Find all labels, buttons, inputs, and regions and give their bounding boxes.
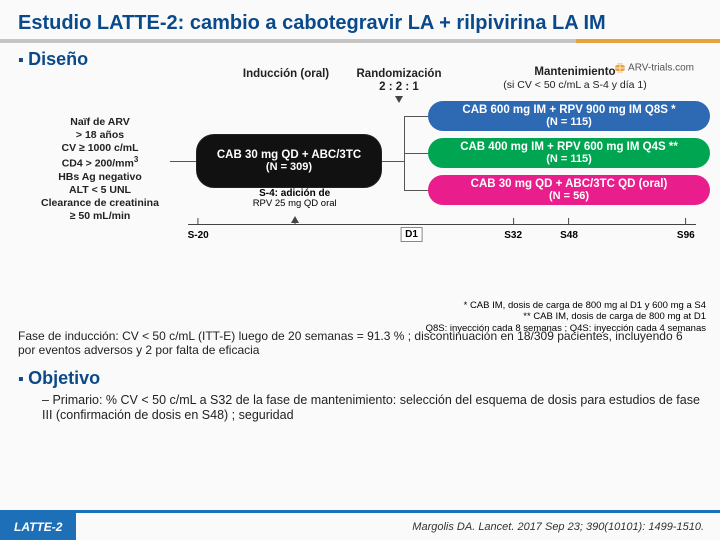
objective-heading: Objetivo: [18, 368, 702, 389]
maintenance-header: Mantenimiento (si CV < 50 c/mL a S-4 y d…: [460, 66, 690, 91]
footnote-2: ** CAB IM, dosis de carga de 800 mg at D…: [426, 311, 706, 322]
arm-oral: CAB 30 mg QD + ABC/3TC QD (oral) (N = 56…: [428, 175, 710, 205]
objective-list: Primario: % CV < 50 c/mL a S32 de la fas…: [42, 393, 702, 424]
inclusion-criteria: Naïf de ARV> 18 añosCV ≥ 1000 c/mLCD4 > …: [30, 116, 170, 224]
rand-label: Randomización: [355, 68, 443, 81]
slide-title: Estudio LATTE-2: cambio a cabotegravir L…: [18, 12, 702, 35]
timeline-tick: S96: [677, 218, 695, 241]
arm-q4s: CAB 400 mg IM + RPV 600 mg IM Q4S ** (N …: [428, 138, 710, 168]
induction-n: (N = 309): [197, 161, 381, 173]
randomization-header: Randomización 2 : 2 : 1: [355, 68, 443, 94]
induction-header: Inducción (oral): [226, 68, 346, 81]
footer-tag: LATTE-2: [0, 513, 76, 540]
timeline-tick: S32: [504, 218, 522, 241]
arm-q8s-n: (N = 115): [428, 116, 710, 128]
maint-label: Mantenimiento: [460, 66, 690, 79]
arm-q8s: CAB 600 mg IM + RPV 900 mg IM Q8S * (N =…: [428, 101, 710, 131]
induction-main: CAB 30 mg QD + ABC/3TC: [197, 149, 381, 161]
connector-line: [404, 153, 428, 154]
timeline-tick: S48: [560, 218, 578, 241]
study-flow-diagram: Inducción (oral) Randomización 2 : 2 : 1…: [18, 74, 702, 279]
slide-footer: LATTE-2 Margolis DA. Lancet. 2017 Sep 23…: [0, 510, 720, 540]
footnote-1: * CAB IM, dosis de carga de 800 mg al D1…: [426, 300, 706, 311]
footnotes: * CAB IM, dosis de carga de 800 mg al D1…: [426, 300, 706, 334]
objective-primary: Primario: % CV < 50 c/mL a S32 de la fas…: [42, 393, 702, 424]
arm-q4s-n: (N = 115): [428, 153, 710, 165]
s4-label: S-4: adición deRPV 25 mg QD oral: [253, 188, 337, 209]
footnote-3: Q8S: inyección cada 8 semanas ; Q4S: iny…: [426, 323, 706, 334]
connector-line: [404, 116, 428, 117]
connector-line: [170, 161, 198, 162]
arm-oral-main: CAB 30 mg QD + ABC/3TC QD (oral): [428, 178, 710, 190]
arrow-down-icon: [395, 96, 403, 103]
d1-label: D1: [400, 227, 423, 242]
rand-ratio: 2 : 2 : 1: [355, 81, 443, 94]
arm-q4s-main: CAB 400 mg IM + RPV 600 mg IM Q4S **: [428, 141, 710, 153]
connector-line: [404, 190, 428, 191]
timeline-tick: S-20: [188, 218, 209, 241]
timeline: S-20S-4: adición deRPV 25 mg QD oralD1S3…: [188, 224, 696, 260]
timeline-axis: [188, 224, 696, 225]
connector-line: [382, 161, 404, 162]
title-rule: [0, 39, 720, 43]
arm-oral-n: (N = 56): [428, 190, 710, 202]
arm-q8s-main: CAB 600 mg IM + RPV 900 mg IM Q8S *: [428, 104, 710, 116]
footer-reference: Margolis DA. Lancet. 2017 Sep 23; 390(10…: [412, 521, 720, 533]
induction-pill: CAB 30 mg QD + ABC/3TC (N = 309): [196, 134, 382, 188]
maint-sub: (si CV < 50 c/mL a S-4 y día 1): [460, 79, 690, 91]
